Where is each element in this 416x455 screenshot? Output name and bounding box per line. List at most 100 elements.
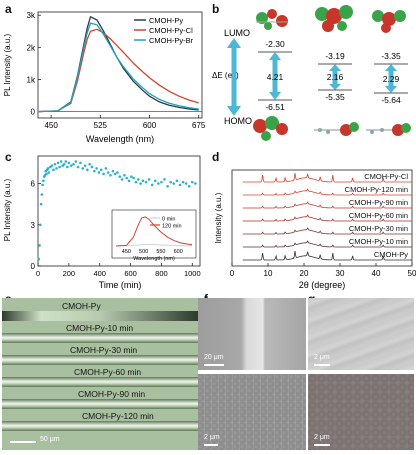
x-tick-label: 200 <box>63 269 76 278</box>
y-axis-label-c: PL Intensity (a.u.) <box>3 178 12 241</box>
data-point <box>141 179 145 183</box>
homo-value: -6.51 <box>265 102 285 112</box>
sem-image-f-top: 20 μm <box>198 298 306 370</box>
x-tick-label: 400 <box>93 269 106 278</box>
x-tick-label: 20 <box>300 269 309 278</box>
data-point <box>139 182 142 185</box>
y-axis-label-a: PL Intensity (a.u.) <box>3 33 12 96</box>
data-point <box>153 179 157 183</box>
data-point <box>95 167 98 170</box>
data-point <box>116 171 119 174</box>
inset-x-axis-label: Wavelength (nm) <box>133 256 175 262</box>
data-point <box>56 161 60 165</box>
data-point <box>86 168 89 172</box>
homo-label: HOMO <box>224 116 252 126</box>
data-point <box>39 223 42 227</box>
x-axis-label-d: 2θ (degree) <box>299 280 346 290</box>
lumo-label: LUMO <box>224 28 250 38</box>
data-point <box>194 182 197 185</box>
data-point <box>175 179 179 183</box>
level-column-2: -3.19 2.16 -5.35 <box>318 51 352 102</box>
data-point <box>172 182 176 185</box>
y-tick-label: 0 <box>31 262 36 271</box>
legend-label: CMOH-Py <box>149 16 183 25</box>
data-point <box>40 193 44 196</box>
data-point <box>45 172 48 176</box>
trace-label: CMOH-Py-30 min <box>349 224 408 233</box>
x-tick-label: 525 <box>94 121 108 130</box>
data-point <box>90 165 94 169</box>
fiber-label: CMOH-Py <box>62 301 101 311</box>
trace-label: CMOH-Py-120 min <box>345 185 408 194</box>
xrd-chart: 0 10 20 30 40 50 CMOH-Py-Cl CMOH-Py-120 min CMO… <box>214 169 416 290</box>
legend-label: CMOH-Py-Cl <box>149 26 193 35</box>
data-point <box>106 171 110 174</box>
fiber-micrograph: CMOH-Py CMOH-Py-10 min CMOH-Py-30 min CMOH-… <box>2 298 198 450</box>
data-point <box>150 183 154 187</box>
x-tick-label: 450 <box>44 121 58 130</box>
fiber-stripe <box>2 399 198 409</box>
x-tick-label: 40 <box>372 269 381 278</box>
fiber-label: CMOH-Py-90 min <box>78 389 146 399</box>
data-point <box>123 173 126 177</box>
homo-orbital-images <box>253 116 411 141</box>
xrd-trace <box>242 201 412 209</box>
x-tick-label: 1000 <box>184 269 201 278</box>
series-line <box>37 28 199 113</box>
data-point <box>125 176 129 180</box>
xrd-trace <box>242 227 412 235</box>
data-point <box>113 172 117 176</box>
inset-x-tick-label: 600 <box>174 249 183 255</box>
xrd-trace <box>242 250 412 261</box>
panel-label-c: c <box>5 150 12 164</box>
plot-frame-d <box>231 169 413 267</box>
data-point <box>160 180 163 184</box>
sem-image-g-top: 2 μm <box>308 298 414 370</box>
data-point <box>97 171 101 174</box>
fiber-stripe <box>2 377 198 387</box>
data-point <box>66 165 69 169</box>
data-point <box>104 167 108 170</box>
data-point <box>136 178 140 181</box>
x-axis-label-c: Time (min) <box>99 280 142 290</box>
fiber-label: CMOH-Py-120 min <box>82 411 154 421</box>
data-point <box>37 257 41 261</box>
fiber-stripe <box>2 355 198 365</box>
data-point <box>134 180 138 184</box>
trace-label: CMOH-Py-Cl <box>364 172 408 181</box>
y-tick-label: 0 <box>31 108 36 117</box>
x-tick-label: 30 <box>336 269 345 278</box>
data-point <box>69 164 73 167</box>
data-point <box>64 160 68 163</box>
inset-x-tick-label: 500 <box>139 249 148 255</box>
lumo-orbital-images <box>256 5 406 33</box>
data-point <box>93 169 96 173</box>
data-point <box>166 184 169 188</box>
trace-label: CMOH-Py-90 min <box>349 198 408 207</box>
legend-label: CMOH-Py-Br <box>149 36 194 45</box>
data-point <box>39 202 43 206</box>
data-point <box>163 178 166 181</box>
data-point <box>76 165 80 169</box>
y-tick-label: 3 <box>31 221 36 230</box>
scale-bar-g-bottom <box>314 444 330 446</box>
inset-legend-label: 120 min <box>162 224 182 230</box>
lumo-value: -2.30 <box>265 39 285 49</box>
series-line <box>37 22 199 113</box>
data-point <box>38 244 41 247</box>
x-tick-label: 800 <box>155 269 168 278</box>
scale-bar-f-top <box>204 364 224 366</box>
data-point <box>157 182 160 185</box>
inset-series-line <box>115 216 193 247</box>
homo-value: -5.35 <box>325 92 345 102</box>
delta-e-arrow <box>227 38 241 116</box>
xrd-trace <box>242 172 412 183</box>
x-tick-label: 675 <box>192 121 206 130</box>
plot-frame-a <box>37 11 203 119</box>
x-axis-label-a: Wavelength (nm) <box>86 134 154 144</box>
data-point <box>187 184 191 188</box>
data-point <box>169 180 172 184</box>
data-point <box>147 178 151 181</box>
data-point <box>50 164 54 167</box>
